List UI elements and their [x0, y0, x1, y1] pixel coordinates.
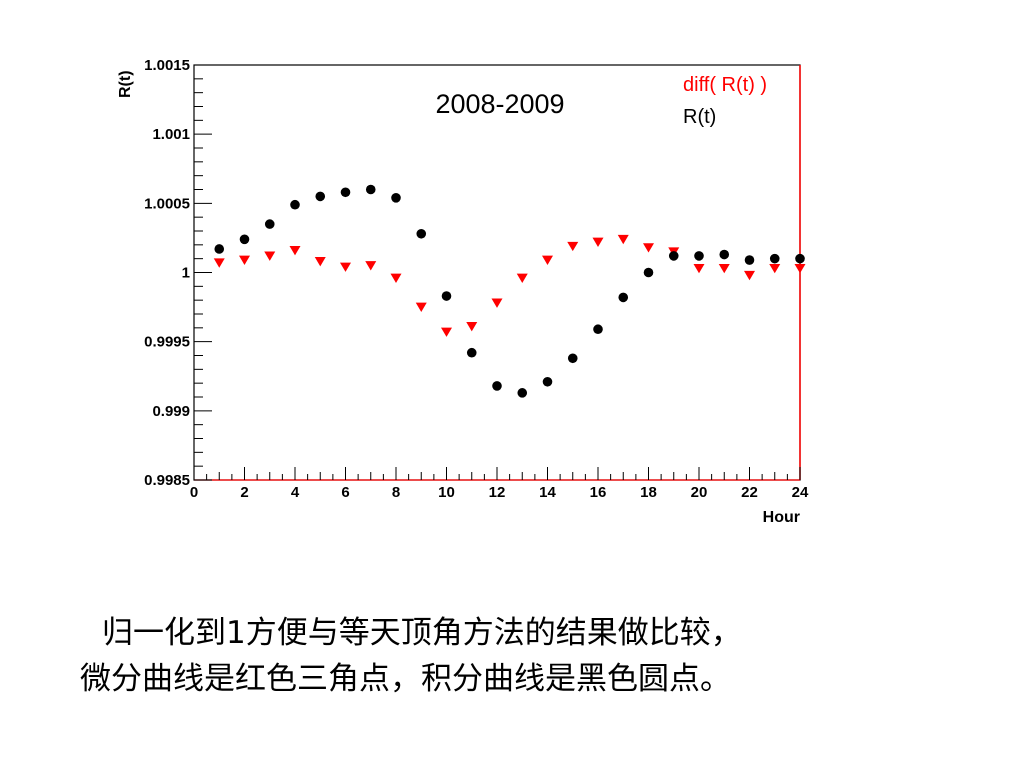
y-axis-ticks: [194, 64, 212, 481]
data-point-triangle: [617, 234, 629, 245]
data-point-circle: [239, 234, 250, 245]
data-point-circle: [643, 267, 654, 278]
x-tick-label: 16: [590, 484, 607, 501]
chart-title: 2008-2009: [435, 89, 564, 119]
y-tick-label: 1.0015: [144, 57, 190, 74]
x-tick-label: 8: [392, 484, 400, 501]
y-tick-label: 1: [182, 265, 190, 282]
x-tick-label: 0: [190, 484, 198, 501]
data-point-triangle: [314, 257, 326, 267]
x-tick-label: 2: [240, 484, 248, 501]
data-point-circle: [719, 249, 730, 260]
data-point-triangle: [491, 298, 503, 308]
data-point-circle: [340, 187, 351, 198]
data-point-triangle: [264, 251, 276, 261]
data-point-circle: [264, 219, 275, 229]
data-point-triangle: [643, 243, 654, 253]
chart: 0 2 4 6 8 10 12 14 16 18 20 22 24 0.99850.9990.99951…: [117, 57, 809, 526]
data-point-triangle: [516, 273, 528, 283]
data-point-circle: [542, 376, 553, 387]
data-point-triangle: [567, 241, 579, 252]
series-diff-points: [213, 234, 806, 337]
data-point-circle: [315, 191, 326, 202]
y-tick-label: 1.0005: [144, 195, 190, 212]
y-axis-tick-labels: 0.9985 0.999 0.9995 1 1.0005 1.001 1.0015: [144, 57, 190, 489]
data-point-circle: [694, 251, 704, 261]
data-point-circle: [593, 324, 603, 335]
x-axis-ticks: [193, 467, 801, 480]
data-point-triangle: [340, 262, 351, 272]
caption-line-2: 微分曲线是红色三角点，积分曲线是黑色圆点。: [80, 661, 731, 697]
x-tick-label: 22: [741, 484, 758, 501]
x-tick-label: 18: [640, 484, 657, 501]
data-point-triangle: [592, 237, 604, 248]
x-tick-label: 4: [291, 484, 300, 501]
x-tick-label: 10: [438, 484, 455, 501]
data-point-triangle: [239, 255, 250, 265]
x-tick-label: 24: [792, 484, 809, 501]
x-tick-label: 20: [691, 484, 708, 501]
data-point-triangle: [365, 261, 377, 271]
y-tick-label: 1.001: [152, 126, 190, 143]
data-point-triangle: [693, 263, 705, 274]
data-point-triangle: [213, 258, 225, 268]
data-point-circle: [214, 244, 225, 254]
y-tick-label: 0.9995: [144, 334, 190, 351]
x-axis-tick-labels: 0 2 4 6 8 10 12 14 16 18 20 22 24: [190, 484, 809, 501]
legend-entry-r: R(t): [683, 106, 716, 128]
y-tick-label: 0.999: [152, 403, 190, 420]
data-point-triangle: [542, 255, 553, 265]
data-point-circle: [769, 253, 780, 264]
data-point-circle: [290, 199, 300, 210]
legend-entry-diff: diff( R(t) ): [683, 74, 767, 96]
x-tick-label: 14: [539, 484, 556, 501]
x-axis-title: Hour: [763, 509, 800, 526]
data-point-triangle: [466, 322, 478, 332]
data-point-triangle: [744, 270, 755, 281]
data-point-triangle: [794, 263, 806, 274]
data-point-circle: [567, 353, 578, 364]
data-point-circle: [492, 381, 502, 391]
data-point-circle: [668, 251, 679, 261]
data-point-triangle: [390, 273, 402, 283]
series-r-points: [214, 184, 805, 398]
data-point-circle: [441, 291, 452, 301]
caption-line-1: 归一化到1方便与等天顶角方法的结果做比较，: [102, 615, 742, 651]
data-point-circle: [744, 255, 755, 265]
data-point-circle: [416, 228, 427, 239]
data-point-triangle: [441, 327, 452, 337]
data-point-circle: [618, 292, 629, 303]
data-point-triangle: [415, 302, 427, 313]
data-point-triangle: [718, 263, 730, 274]
data-point-circle: [795, 253, 805, 264]
y-axis-title: R(t): [117, 70, 134, 98]
data-point-circle: [391, 193, 401, 203]
data-point-triangle: [289, 245, 301, 256]
data-point-circle: [365, 184, 376, 195]
data-point-triangle: [769, 263, 781, 274]
x-tick-label: 12: [489, 484, 506, 501]
x-tick-label: 6: [341, 484, 349, 501]
data-point-circle: [466, 347, 477, 358]
caption: 归一化到1方便与等天顶角方法的结果做比较， 微分曲线是红色三角点，积分曲线是黑色…: [80, 610, 960, 702]
y-tick-label: 0.9985: [144, 472, 190, 489]
data-point-circle: [517, 388, 528, 398]
